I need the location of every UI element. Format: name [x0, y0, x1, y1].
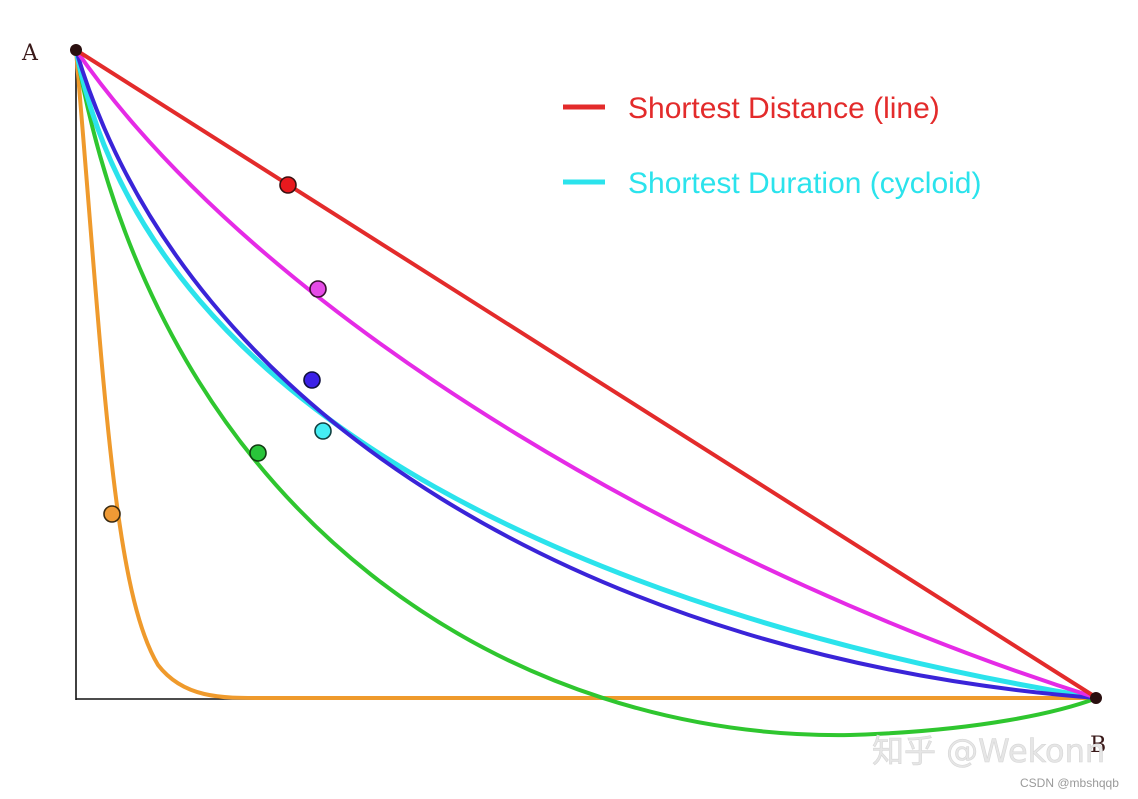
legend-label-cycloid: Shortest Duration (cycloid)	[628, 167, 981, 200]
red-bead	[279, 176, 297, 194]
cyan-bead	[314, 422, 332, 440]
magenta-bead	[309, 280, 327, 298]
green-bead	[249, 444, 267, 462]
zhihu-watermark: 知乎 @Wekonn	[872, 732, 1105, 770]
point-b-dot	[1090, 692, 1102, 704]
blue-curve	[74, 49, 1098, 700]
point-a-dot	[70, 44, 82, 56]
point-b-label: B	[1090, 733, 1106, 758]
blue-bead	[303, 371, 321, 389]
magenta-curve	[74, 48, 1098, 700]
csdn-watermark: CSDN @mbshqqb	[1020, 776, 1119, 790]
orange-curve	[74, 49, 1097, 701]
cycloid-curve	[73, 49, 1098, 701]
legend-label-line: Shortest Distance (line)	[628, 92, 940, 125]
orange-bead	[103, 505, 121, 523]
point-a-label: A	[21, 41, 39, 66]
green-curve	[74, 49, 1098, 738]
legend: Shortest Distance (line) Shortest Durati…	[563, 92, 981, 200]
straight-line	[74, 48, 1099, 700]
